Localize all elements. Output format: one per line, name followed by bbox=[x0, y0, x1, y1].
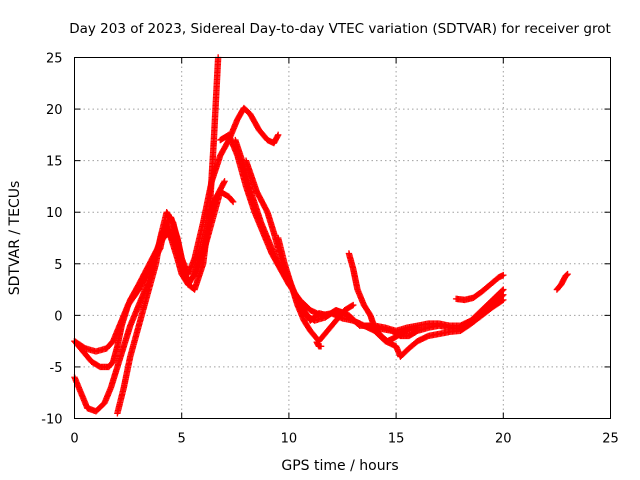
data-point bbox=[564, 270, 571, 278]
x-tick-label: 25 bbox=[602, 432, 619, 447]
data-point bbox=[500, 271, 507, 279]
data-series bbox=[553, 270, 571, 293]
tick-labels: 0 5 10 15 20 25 -10 -5 0 5 10 15 20 25 bbox=[41, 52, 619, 447]
plot-frame bbox=[74, 57, 611, 419]
y-tick-label: -10 bbox=[41, 413, 62, 428]
data-point bbox=[563, 271, 571, 278]
y-axis-label: SDTVAR / TECUs bbox=[7, 181, 23, 296]
grid-lines bbox=[74, 57, 611, 419]
data-point bbox=[229, 198, 237, 206]
y-tick-label: 5 bbox=[54, 258, 62, 273]
y-tick-label: 15 bbox=[46, 155, 63, 170]
x-tick-label: 15 bbox=[388, 432, 405, 447]
data-point bbox=[500, 286, 507, 293]
data-point bbox=[221, 178, 228, 185]
data-point bbox=[562, 272, 570, 279]
x-tick-label: 5 bbox=[178, 432, 186, 447]
data-point bbox=[350, 301, 357, 309]
data-series bbox=[313, 338, 325, 350]
data-series bbox=[345, 250, 421, 345]
data-point bbox=[499, 287, 506, 294]
x-axis-label: GPS time / hours bbox=[281, 458, 398, 474]
x-tick-label: 0 bbox=[70, 432, 78, 447]
data-series bbox=[452, 271, 507, 304]
data-points bbox=[71, 54, 571, 417]
data-point bbox=[414, 324, 421, 331]
data-point bbox=[317, 343, 325, 350]
chart-title: Day 203 of 2023, Sidereal Day-to-day VTE… bbox=[69, 21, 611, 37]
data-point bbox=[229, 197, 236, 205]
x-tick-label: 20 bbox=[495, 432, 512, 447]
axis-ticks bbox=[74, 57, 611, 419]
y-tick-label: -5 bbox=[50, 361, 63, 376]
x-tick-label: 10 bbox=[281, 432, 298, 447]
data-point bbox=[274, 131, 282, 139]
y-tick-label: 0 bbox=[54, 309, 62, 324]
data-series bbox=[114, 188, 237, 417]
y-tick-label: 25 bbox=[46, 52, 63, 67]
data-series bbox=[274, 234, 357, 345]
y-tick-label: 20 bbox=[46, 103, 63, 118]
y-tick-label: 10 bbox=[46, 206, 63, 221]
